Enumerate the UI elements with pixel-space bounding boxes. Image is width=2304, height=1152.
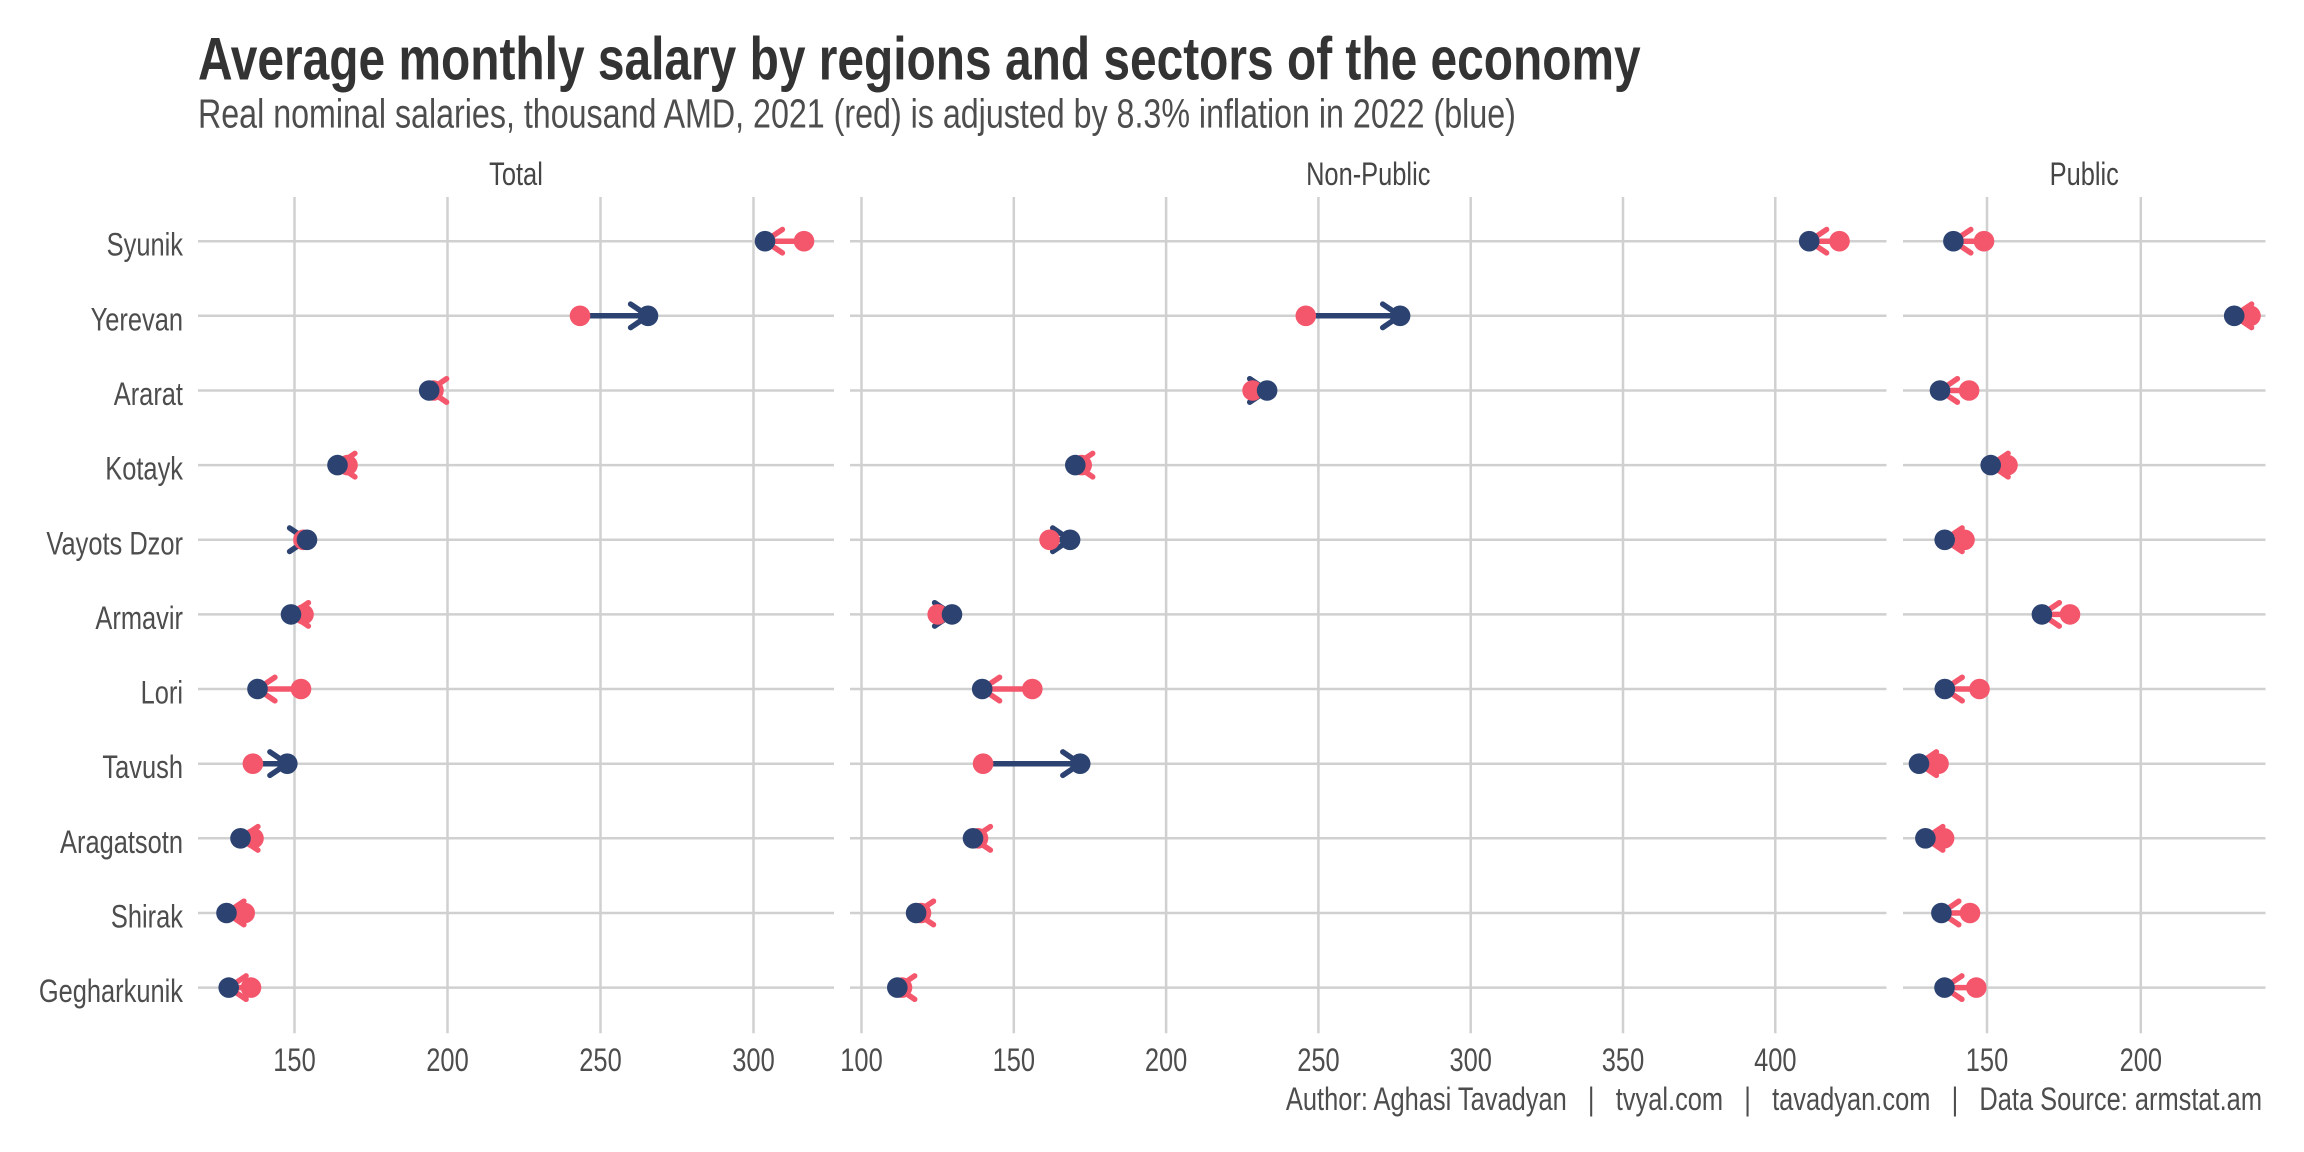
svg-text:200: 200 xyxy=(1145,1043,1187,1078)
svg-text:Aragatsotn: Aragatsotn xyxy=(60,825,183,860)
svg-text:400: 400 xyxy=(1754,1043,1796,1078)
svg-text:Ararat: Ararat xyxy=(114,377,183,412)
svg-text:Armavir: Armavir xyxy=(95,601,183,636)
svg-text:200: 200 xyxy=(2120,1043,2162,1078)
svg-text:Shirak: Shirak xyxy=(111,900,184,935)
svg-text:250: 250 xyxy=(579,1043,621,1078)
svg-text:100: 100 xyxy=(840,1043,882,1078)
svg-text:250: 250 xyxy=(1297,1043,1339,1078)
svg-text:Vayots Dzor: Vayots Dzor xyxy=(46,527,183,562)
svg-text:350: 350 xyxy=(1602,1043,1644,1078)
svg-text:Syunik: Syunik xyxy=(107,228,184,263)
svg-text:150: 150 xyxy=(1966,1043,2008,1078)
svg-text:150: 150 xyxy=(993,1043,1035,1078)
svg-text:Tavush: Tavush xyxy=(102,751,183,786)
svg-text:Non-Public: Non-Public xyxy=(1306,157,1430,192)
svg-text:Total: Total xyxy=(489,157,543,192)
svg-text:Author: Aghasi Tavadyan |: Author: Aghasi Tavadyan | tvyal.com | ta… xyxy=(1286,1082,2262,1117)
svg-text:Real nominal salaries, thousan: Real nominal salaries, thousand AMD, 202… xyxy=(198,91,1516,137)
svg-text:150: 150 xyxy=(273,1043,315,1078)
svg-text:300: 300 xyxy=(732,1043,774,1078)
svg-text:Public: Public xyxy=(2050,157,2119,192)
svg-text:300: 300 xyxy=(1449,1043,1491,1078)
svg-text:Kotayk: Kotayk xyxy=(105,452,183,487)
svg-text:Lori: Lori xyxy=(141,676,183,711)
svg-text:Gegharkunik: Gegharkunik xyxy=(39,974,184,1009)
svg-text:Average monthly salary by regi: Average monthly salary by regions and se… xyxy=(198,25,1641,92)
svg-text:Yerevan: Yerevan xyxy=(91,303,183,338)
svg-text:200: 200 xyxy=(426,1043,468,1078)
